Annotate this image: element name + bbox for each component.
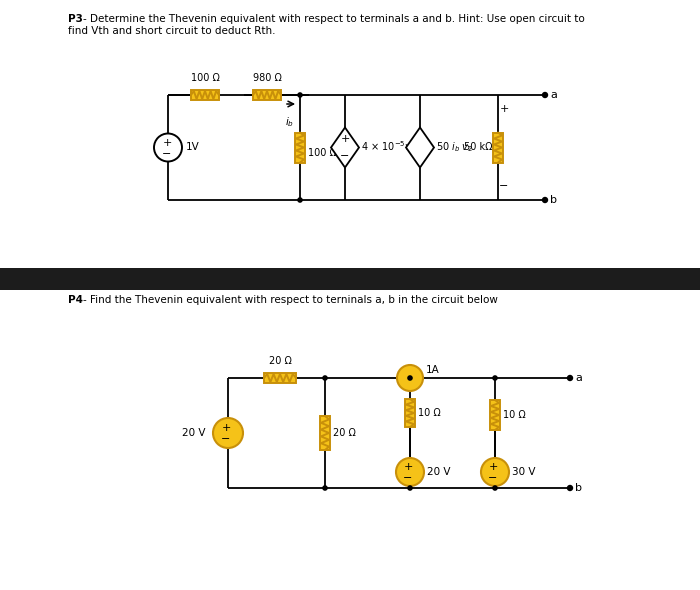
Text: $i_b$: $i_b$	[286, 115, 295, 129]
Circle shape	[407, 485, 413, 491]
Text: −: −	[162, 149, 172, 159]
Text: −: −	[403, 473, 413, 483]
Circle shape	[154, 133, 182, 162]
Circle shape	[492, 485, 498, 491]
Text: 100 Ω: 100 Ω	[190, 73, 219, 83]
Text: 10 Ω: 10 Ω	[418, 408, 441, 418]
Circle shape	[542, 197, 548, 203]
Text: +: +	[162, 137, 172, 148]
Text: - Determine the Thevenin equivalent with respect to terminals a and b. Hint: Use: - Determine the Thevenin equivalent with…	[83, 14, 584, 24]
Circle shape	[542, 92, 548, 98]
Text: 50 $i_b$ $v_2$: 50 $i_b$ $v_2$	[436, 140, 473, 155]
FancyBboxPatch shape	[191, 90, 219, 100]
Polygon shape	[331, 127, 359, 168]
Text: +: +	[489, 462, 498, 472]
Text: - Find the Thevenin equivalent with respect to terninals a, b in the circuit bel: - Find the Thevenin equivalent with resp…	[83, 295, 498, 305]
Text: 30 V: 30 V	[512, 467, 536, 477]
Circle shape	[407, 375, 413, 381]
Text: +: +	[499, 104, 509, 114]
Circle shape	[396, 458, 424, 486]
Circle shape	[298, 197, 303, 203]
Circle shape	[567, 485, 573, 491]
FancyBboxPatch shape	[253, 90, 281, 100]
FancyBboxPatch shape	[295, 133, 305, 162]
Circle shape	[567, 375, 573, 381]
Text: a: a	[575, 373, 582, 383]
Text: −: −	[221, 434, 231, 444]
Text: 20 V: 20 V	[427, 467, 451, 477]
Polygon shape	[406, 127, 434, 168]
Text: 20 V: 20 V	[183, 428, 206, 438]
Text: P4: P4	[68, 295, 83, 305]
Circle shape	[397, 365, 423, 391]
Text: −: −	[499, 181, 509, 191]
FancyBboxPatch shape	[320, 416, 330, 450]
FancyBboxPatch shape	[493, 133, 503, 162]
Text: 1V: 1V	[186, 143, 200, 152]
Text: 4 × 10$^{-5}v_2$: 4 × 10$^{-5}v_2$	[361, 140, 416, 155]
FancyBboxPatch shape	[0, 0, 700, 268]
FancyBboxPatch shape	[0, 290, 700, 590]
Text: find Vth and short circuit to deduct Rth.: find Vth and short circuit to deduct Rth…	[68, 26, 276, 36]
Text: −: −	[340, 152, 350, 162]
Text: 100 Ω: 100 Ω	[308, 148, 337, 158]
FancyBboxPatch shape	[264, 373, 296, 383]
Circle shape	[481, 458, 509, 486]
Text: +: +	[340, 135, 350, 145]
Text: 980 Ω: 980 Ω	[253, 73, 281, 83]
Circle shape	[492, 375, 498, 381]
Circle shape	[322, 485, 328, 491]
Text: 50 kΩ: 50 kΩ	[463, 143, 492, 152]
Text: 20 Ω: 20 Ω	[269, 356, 291, 366]
Circle shape	[322, 375, 328, 381]
Text: a: a	[550, 90, 557, 100]
FancyBboxPatch shape	[405, 399, 415, 427]
Text: +: +	[221, 423, 231, 433]
Text: 1A: 1A	[426, 365, 440, 375]
FancyBboxPatch shape	[490, 400, 500, 430]
Text: P3: P3	[68, 14, 83, 24]
Text: −: −	[489, 473, 498, 483]
FancyBboxPatch shape	[0, 268, 700, 290]
Circle shape	[298, 92, 303, 98]
Text: +: +	[403, 462, 413, 472]
Text: b: b	[575, 483, 582, 493]
Text: 10 Ω: 10 Ω	[503, 410, 526, 420]
Text: b: b	[550, 195, 557, 205]
Circle shape	[213, 418, 243, 448]
Text: 20 Ω: 20 Ω	[333, 428, 356, 438]
